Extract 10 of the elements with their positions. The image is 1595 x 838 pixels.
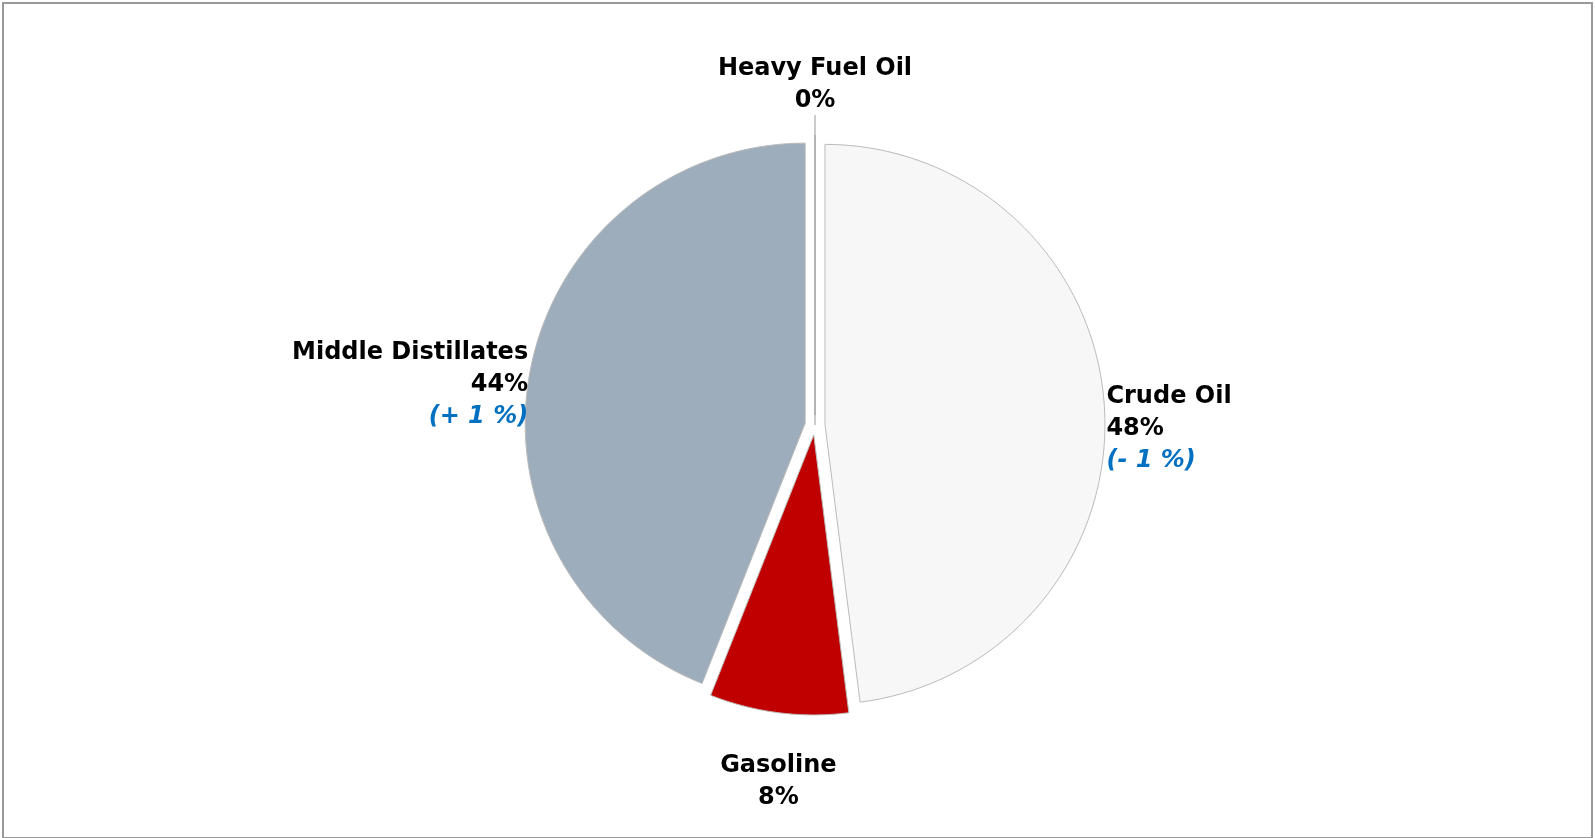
data-label: 8% xyxy=(758,782,799,811)
text: 0% xyxy=(794,85,836,113)
slice-label: Crude Oil xyxy=(1106,381,1232,410)
slice-label: Gasoline xyxy=(720,750,837,779)
category-label: Heavy Fuel Oil xyxy=(717,53,913,81)
text: (- 1 %) xyxy=(1106,445,1196,474)
slice-label: Middle Distillates xyxy=(292,337,529,366)
data-label: 44% xyxy=(470,369,529,398)
text: (+ 1 %) xyxy=(428,401,529,430)
data-label: 48% xyxy=(1106,413,1164,442)
